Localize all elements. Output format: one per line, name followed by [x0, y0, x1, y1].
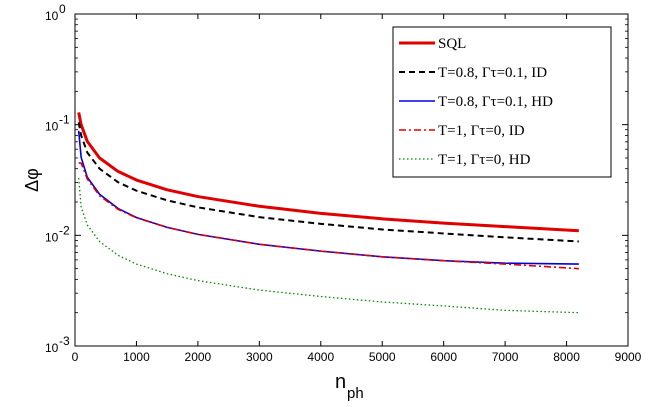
x-tick-label: 1000	[123, 350, 150, 364]
x-tick-label: 5000	[369, 350, 396, 364]
series-line-4	[78, 162, 579, 270]
x-axis-title: nph	[335, 371, 364, 402]
x-axis-title-subscript: ph	[347, 385, 364, 402]
y-tick-label-exponent: -3	[59, 334, 70, 348]
series-line-5	[78, 177, 579, 314]
plot-frame	[74, 13, 629, 347]
x-tick-label: 9000	[615, 350, 642, 364]
y-tick-label-base: 10	[45, 9, 59, 23]
y-tick-label: 10-1	[45, 113, 70, 134]
y-tick-label-base: 10	[45, 120, 59, 134]
x-tick-label: 2000	[185, 350, 212, 364]
y-tick-label-exponent: 0	[59, 2, 66, 16]
y-tick-label-base: 10	[45, 230, 59, 244]
legend-label-3: T=0.8, Γτ=0.1, HD	[438, 94, 553, 110]
x-tick-label: 6000	[430, 350, 457, 364]
axes: 0 1000 2000 3000 4000 5000 6000 7000 8000 900010-…	[22, 2, 642, 402]
y-tick-label-exponent: -1	[59, 113, 70, 127]
y-axis-title: Δφ	[22, 168, 42, 192]
x-axis-title-main: n	[335, 371, 346, 393]
x-tick-label: 8000	[553, 350, 580, 364]
legend-box	[392, 26, 612, 178]
y-tick-label-exponent: -2	[59, 223, 70, 237]
legend-label-2: T=0.8, Γτ=0.1, ID	[438, 65, 547, 81]
series-line-2	[77, 122, 579, 243]
y-tick-label: 10 0	[45, 2, 66, 23]
x-tick-label: 3000	[246, 350, 273, 364]
plot-series	[77, 112, 579, 314]
y-tick-label-base: 10	[45, 341, 59, 355]
series-line-1	[77, 112, 579, 233]
legend: SQL T=0.8, Γτ=0.1, ID T=0.8, Γτ=0.1, HD T=1…	[392, 26, 612, 178]
y-tick-label: 10 -2	[45, 223, 70, 244]
x-tick-label: 0	[72, 350, 79, 364]
y-tick-label: 10 -3	[45, 334, 70, 355]
legend-label-5: T=1, Γτ=0, HD	[438, 152, 531, 168]
x-tick-label: 7000	[492, 350, 519, 364]
legend-label-1: SQL	[438, 36, 466, 52]
x-tick-label: 4000	[307, 350, 334, 364]
legend-label-4: T=1, Γτ=0, ID	[438, 123, 525, 139]
